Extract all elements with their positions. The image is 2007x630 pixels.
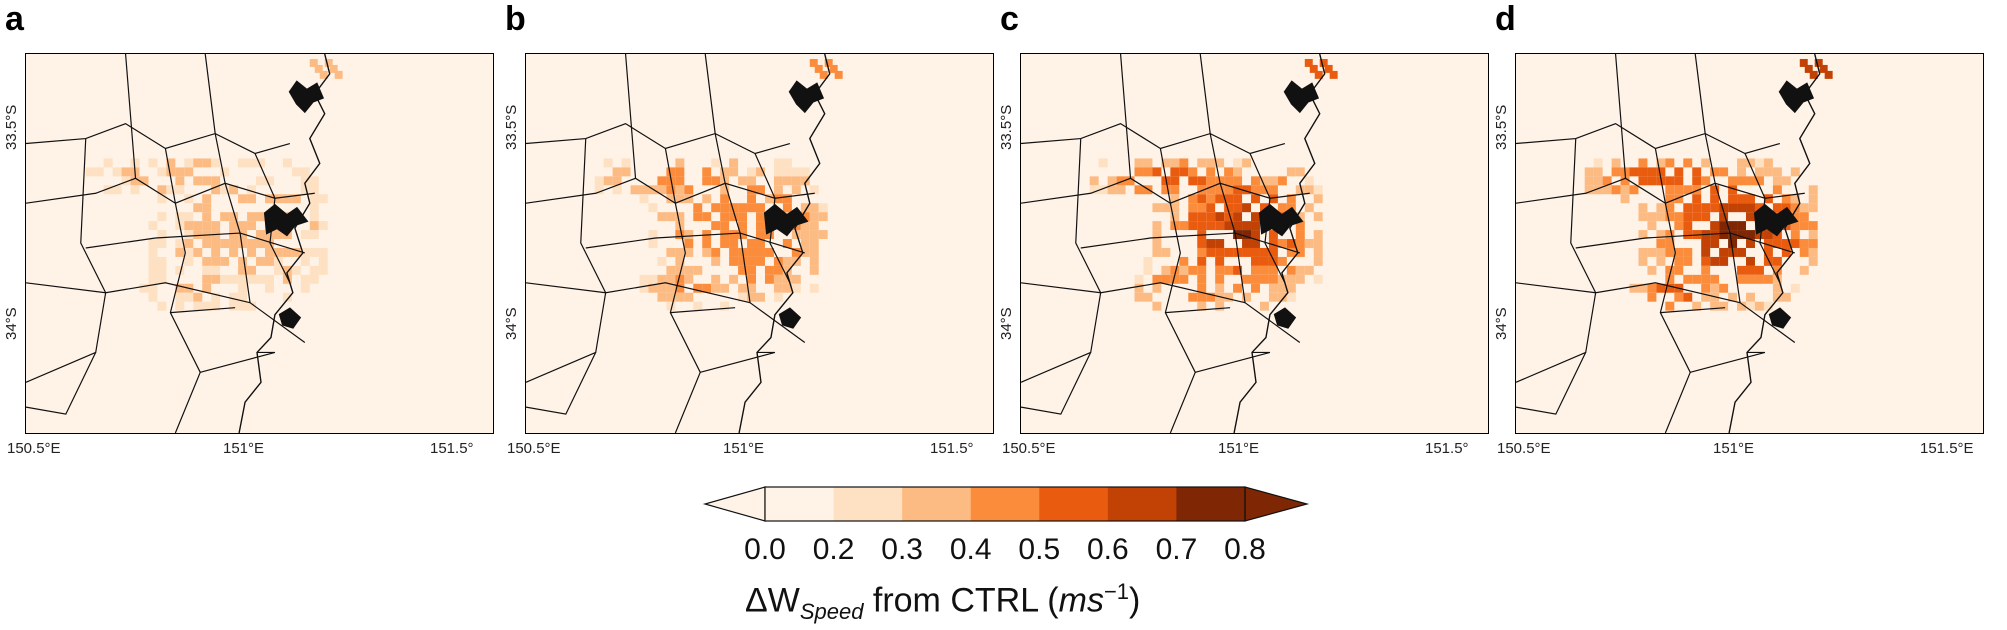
colorbar-tick-label: 0.5: [1018, 533, 1061, 566]
map-area: [525, 53, 994, 434]
colorbar-tick-label: 0.3: [881, 533, 923, 566]
wind-speed-change-field: [594, 58, 843, 311]
colorbar-tick-label: 0.2: [812, 533, 855, 566]
longitude-label: 151.5°: [930, 440, 974, 457]
longitude-label: 151.5°: [430, 440, 474, 457]
longitude-label: 151°E: [1218, 440, 1260, 457]
longitude-label: 150.5°E: [1002, 440, 1056, 457]
map-panel-c: c 33.5°S 34°S 150.5°E 151°E 151.5°: [998, 0, 1500, 460]
colorbar-under-arrow: [702, 486, 766, 522]
map-panel-a: a 33.5°S 34°S 150.5°E 151°E 151.5°: [3, 0, 505, 460]
colorbar-bin: [833, 487, 903, 521]
panel-row: a 33.5°S 34°S 150.5°E 151°E 151.5° b 33.5°S 34°S…: [3, 0, 1995, 460]
colorbar-tick-label: 0.0: [744, 533, 786, 566]
latitude-label: 33.5°S: [3, 104, 20, 150]
latitude-label: 33.5°S: [998, 104, 1015, 150]
latitude-label: 33.5°S: [1493, 104, 1510, 150]
wind-speed-change-field: [1089, 58, 1338, 311]
map-area: [1020, 53, 1489, 434]
longitude-label: 151°E: [723, 440, 765, 457]
wind-speed-change-field: [1584, 58, 1833, 311]
longitude-label: 151.5°E: [1920, 440, 1974, 457]
longitude-label: 150.5°E: [7, 440, 61, 457]
colorbar-bin: [902, 487, 972, 521]
colorbar-bin: [1176, 487, 1246, 521]
longitude-label: 150.5°E: [1497, 440, 1551, 457]
colorbar-over-arrow: [1244, 486, 1310, 522]
longitude-label: 151°E: [223, 440, 265, 457]
latitude-label: 33.5°S: [503, 104, 520, 150]
panel-letter: a: [5, 0, 24, 38]
map-panel-b: b 33.5°S 34°S 150.5°E 151°E 151.5°: [503, 0, 1005, 460]
colorbar-bin: [765, 487, 835, 521]
panel-letter: c: [1000, 0, 1019, 38]
longitude-label: 150.5°E: [507, 440, 561, 457]
colorbar-bin: [970, 487, 1040, 521]
latitude-label: 34°S: [1493, 307, 1510, 340]
colorbar-bar: [702, 486, 1310, 522]
colorbar: 0.0 0.2 0.3 0.4 0.5 0.6 0.7 0.8 ΔWSpeed from CT…: [695, 483, 1315, 625]
longitude-label: 151.5°: [1425, 440, 1469, 457]
latitude-label: 34°S: [998, 307, 1015, 340]
colorbar-bin: [1039, 487, 1109, 521]
map-area: [1515, 53, 1984, 434]
map-panel-d: d 33.5°S 34°S 150.5°E 151°E 151.5°E: [1493, 0, 1995, 460]
colorbar-tick-label: 0.8: [1224, 533, 1266, 566]
map-area: [25, 53, 494, 434]
colorbar-tick-label: 0.4: [949, 533, 992, 566]
wind-speed-change-field: [85, 58, 343, 311]
colorbar-tick-label: 0.7: [1155, 533, 1198, 566]
panel-letter: d: [1495, 0, 1516, 38]
colorbar-tick-label: 0.6: [1086, 533, 1129, 566]
latitude-label: 34°S: [503, 307, 520, 340]
colorbar-bin: [1107, 487, 1177, 521]
longitude-label: 151°E: [1713, 440, 1755, 457]
latitude-label: 34°S: [3, 307, 20, 340]
colorbar-label: ΔWSpeed from CTRL (ms−1): [745, 579, 1141, 625]
panel-letter: b: [505, 0, 526, 38]
